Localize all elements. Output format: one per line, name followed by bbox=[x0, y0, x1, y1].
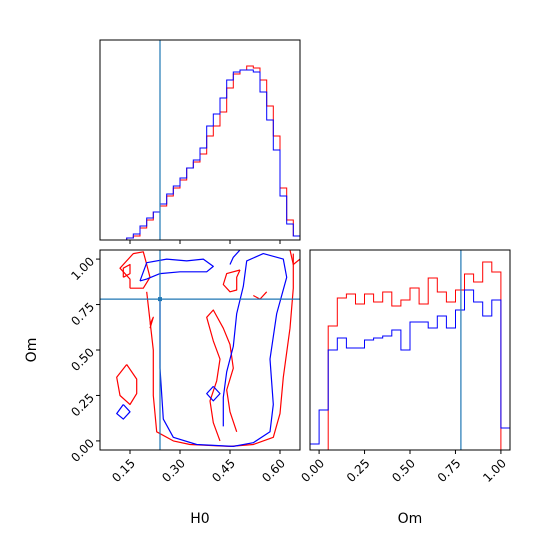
x-axis-label-h0: H0 bbox=[190, 511, 209, 527]
histogram-series-1 bbox=[310, 261, 510, 450]
panel-h0-marginal bbox=[99, 39, 301, 244]
x-axis-label-om: Om bbox=[398, 511, 423, 527]
om-histogram-area bbox=[310, 250, 510, 450]
contour-series-1-line-3 bbox=[222, 269, 241, 293]
contour-series-1-line-6 bbox=[206, 309, 238, 442]
truth-point bbox=[158, 297, 162, 302]
contour-series-1-line-2 bbox=[122, 263, 131, 278]
h0-marginal-frame bbox=[99, 39, 301, 241]
y-axis-label-om: Om bbox=[24, 338, 40, 363]
contour-series-2-line-2 bbox=[159, 253, 288, 447]
histogram-series-2 bbox=[310, 289, 510, 445]
h0-histogram-area bbox=[100, 40, 300, 240]
contour-series-2-line-5 bbox=[229, 250, 241, 265]
contour-series-1-line-8 bbox=[149, 316, 154, 329]
histogram-series-2 bbox=[100, 69, 300, 240]
contour-series-1-line-7 bbox=[116, 364, 138, 406]
joint-contour-area bbox=[100, 250, 300, 450]
h0-marginal-ticks bbox=[129, 240, 281, 244]
contour-series-2-line-4 bbox=[206, 385, 221, 402]
contour-series-2-line-3 bbox=[116, 404, 131, 420]
